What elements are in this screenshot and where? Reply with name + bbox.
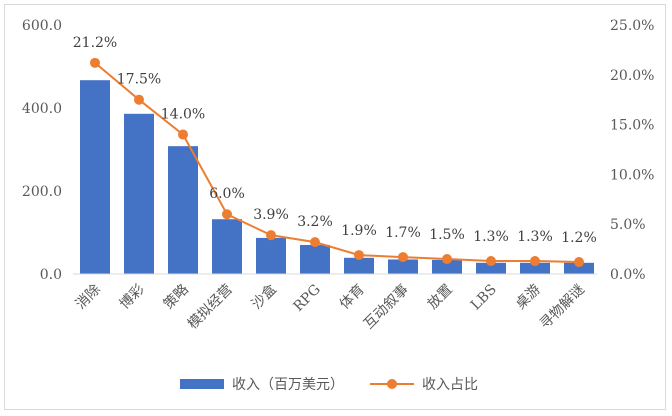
line-point xyxy=(530,256,540,267)
data-label: 21.2% xyxy=(73,35,117,51)
data-label: 1.2% xyxy=(561,230,597,246)
legend-label-share: 收入占比 xyxy=(422,377,478,393)
bar xyxy=(344,257,374,274)
data-label: 6.0% xyxy=(209,186,245,202)
category-label: 体育 xyxy=(337,282,368,313)
share-line xyxy=(94,62,580,264)
right-tick-label: 5.0% xyxy=(610,217,646,233)
category-label: LBS xyxy=(468,282,500,314)
left-tick-label: 400.0 xyxy=(22,101,62,117)
data-label: 3.2% xyxy=(297,214,333,230)
line-point xyxy=(266,230,276,241)
category-label: 模拟经营 xyxy=(185,282,236,333)
data-label: 3.9% xyxy=(253,207,289,223)
bar xyxy=(432,259,462,274)
left-tick-label: 600.0 xyxy=(22,18,62,34)
legend-item-revenue: 收入（百万美元） xyxy=(180,374,344,394)
data-label: 1.7% xyxy=(385,225,421,241)
left-tick-label: 200.0 xyxy=(22,184,62,200)
right-tick-label: 15.0% xyxy=(610,118,654,134)
bar xyxy=(300,244,330,274)
left-tick-label: 0.0 xyxy=(40,267,62,283)
data-label: 1.5% xyxy=(429,227,465,243)
legend: 收入（百万美元） 收入占比 xyxy=(180,374,478,394)
bar xyxy=(212,219,242,274)
data-label: 1.3% xyxy=(473,229,509,245)
right-tick-label: 10.0% xyxy=(610,167,654,183)
data-label: 1.9% xyxy=(341,223,377,239)
bar xyxy=(256,237,286,274)
category-label: 桌游 xyxy=(513,282,544,313)
legend-line-swatch xyxy=(370,379,414,389)
category-label: 放置 xyxy=(425,282,456,313)
line-point xyxy=(310,237,320,248)
line-point xyxy=(178,129,188,140)
right-tick-label: 25.0% xyxy=(610,18,654,34)
line-point xyxy=(222,209,232,220)
bar xyxy=(564,262,594,274)
category-label: 博彩 xyxy=(116,281,148,313)
line-point xyxy=(398,252,408,263)
line-point xyxy=(486,256,496,267)
line-point xyxy=(442,254,452,265)
legend-label-revenue: 收入（百万美元） xyxy=(232,377,344,393)
category-label: 寻物解谜 xyxy=(537,282,588,333)
line-point xyxy=(574,257,584,268)
bar xyxy=(388,259,418,274)
bar xyxy=(520,262,550,274)
right-tick-label: 0.0% xyxy=(610,267,646,283)
line-point xyxy=(90,57,100,68)
data-label: 14.0% xyxy=(161,107,205,123)
line-point xyxy=(134,94,144,105)
legend-item-share: 收入占比 xyxy=(370,374,478,394)
line-point xyxy=(354,250,364,261)
category-label: 沙盒 xyxy=(248,281,280,313)
legend-bar-swatch xyxy=(180,379,224,389)
bar xyxy=(124,113,154,274)
bar xyxy=(476,262,506,274)
data-label: 1.3% xyxy=(517,229,553,245)
category-label: 消除 xyxy=(73,282,104,313)
data-label: 17.5% xyxy=(117,72,161,88)
right-tick-label: 20.0% xyxy=(610,68,654,84)
bar xyxy=(80,80,110,274)
chart-frame xyxy=(4,4,666,410)
category-label: RPG xyxy=(290,282,323,315)
category-label: 互动叙事 xyxy=(360,281,412,333)
category-label: 策略 xyxy=(160,281,192,313)
bar xyxy=(168,146,198,274)
